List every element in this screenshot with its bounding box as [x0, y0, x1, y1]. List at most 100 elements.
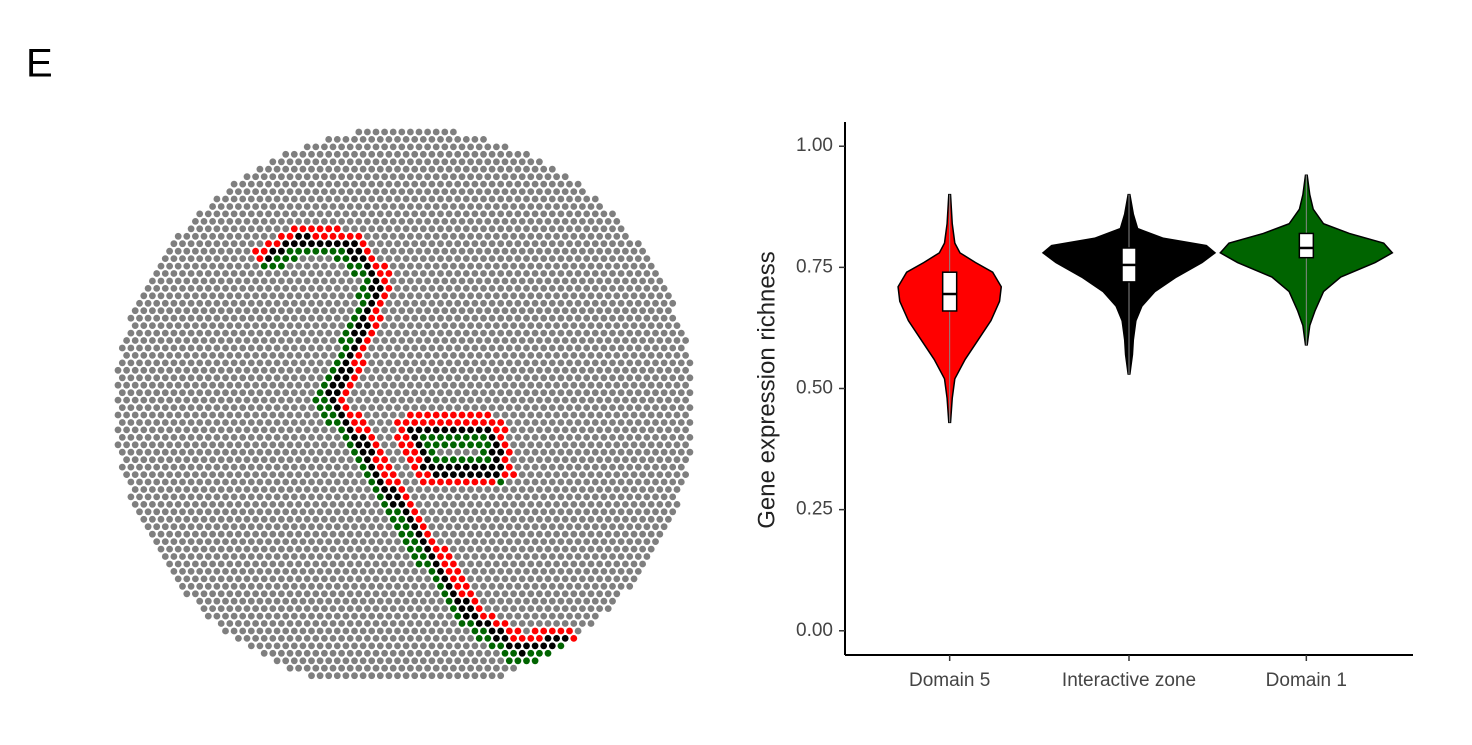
spot: [514, 150, 522, 158]
spot: [462, 255, 470, 262]
spot: [376, 582, 384, 590]
spot: [596, 605, 603, 612]
spot: [497, 463, 505, 471]
spot: [355, 664, 363, 672]
spot: [381, 366, 388, 374]
spot: [553, 590, 560, 598]
spot: [518, 635, 526, 642]
spot: [600, 419, 608, 426]
spot: [368, 553, 376, 560]
spot: [458, 471, 466, 478]
spot: [462, 478, 470, 486]
spot: [381, 352, 388, 359]
spot: [235, 530, 242, 538]
spot: [303, 188, 311, 196]
spot: [217, 262, 225, 270]
spot: [196, 389, 204, 397]
spot: [441, 322, 449, 329]
spot: [639, 352, 646, 359]
spot: [462, 672, 470, 680]
spot: [295, 605, 302, 612]
spot: [204, 434, 212, 441]
spot: [488, 299, 496, 307]
spot: [230, 240, 238, 248]
spot: [235, 396, 242, 404]
spot: [432, 620, 440, 627]
spot: [450, 456, 457, 464]
spot: [372, 456, 380, 464]
spot: [458, 292, 466, 300]
spot: [204, 553, 212, 560]
spot: [222, 627, 229, 635]
spot: [325, 195, 333, 203]
spot: [278, 247, 285, 255]
spot: [209, 381, 217, 389]
spot: [372, 143, 380, 151]
spot: [368, 270, 376, 277]
spot: [282, 612, 290, 620]
spot: [454, 255, 462, 262]
spot: [467, 545, 474, 553]
spot: [260, 501, 268, 508]
spot: [505, 493, 513, 501]
spot: [424, 501, 431, 508]
spot: [471, 493, 479, 501]
spot: [475, 441, 483, 449]
spot: [235, 545, 242, 553]
spot: [484, 143, 492, 151]
spot: [187, 225, 195, 233]
spot: [561, 292, 569, 300]
spot: [282, 374, 290, 382]
spot: [200, 605, 208, 612]
spot: [548, 374, 556, 382]
spot: [166, 322, 174, 329]
spot: [222, 225, 229, 233]
spot: [308, 478, 315, 486]
spot: [376, 404, 384, 411]
spot: [445, 597, 453, 605]
spot: [450, 471, 457, 478]
spot: [407, 530, 414, 538]
spot: [432, 456, 440, 464]
spot: [407, 128, 414, 136]
spot: [497, 597, 505, 605]
spot: [226, 441, 234, 449]
spot: [557, 314, 565, 322]
spot: [617, 493, 625, 501]
spot: [617, 463, 625, 471]
spot: [587, 620, 595, 627]
spot: [536, 247, 543, 255]
spot: [639, 366, 646, 374]
spot: [161, 508, 169, 516]
spot: [484, 501, 492, 508]
spot: [200, 247, 208, 255]
spot: [157, 307, 165, 315]
spot: [265, 225, 272, 233]
spot: [265, 478, 272, 486]
spot: [351, 597, 358, 605]
spot: [346, 545, 354, 553]
spot: [510, 158, 517, 166]
spot: [316, 448, 324, 456]
spot: [527, 307, 535, 315]
spot: [213, 523, 221, 531]
spot: [660, 389, 668, 397]
spot: [381, 188, 388, 196]
spot: [368, 612, 376, 620]
spot: [385, 344, 393, 352]
spot: [364, 366, 371, 374]
spot: [527, 337, 535, 344]
spot: [338, 337, 345, 344]
spot: [493, 545, 500, 553]
spot: [389, 232, 397, 240]
spot: [604, 530, 612, 538]
spot: [333, 612, 341, 620]
spot: [183, 262, 191, 270]
spot: [411, 225, 419, 233]
spot: [282, 240, 290, 248]
spot: [312, 426, 320, 434]
spot: [505, 434, 513, 441]
spot: [548, 612, 556, 620]
spot: [295, 486, 302, 493]
spot: [187, 582, 195, 590]
